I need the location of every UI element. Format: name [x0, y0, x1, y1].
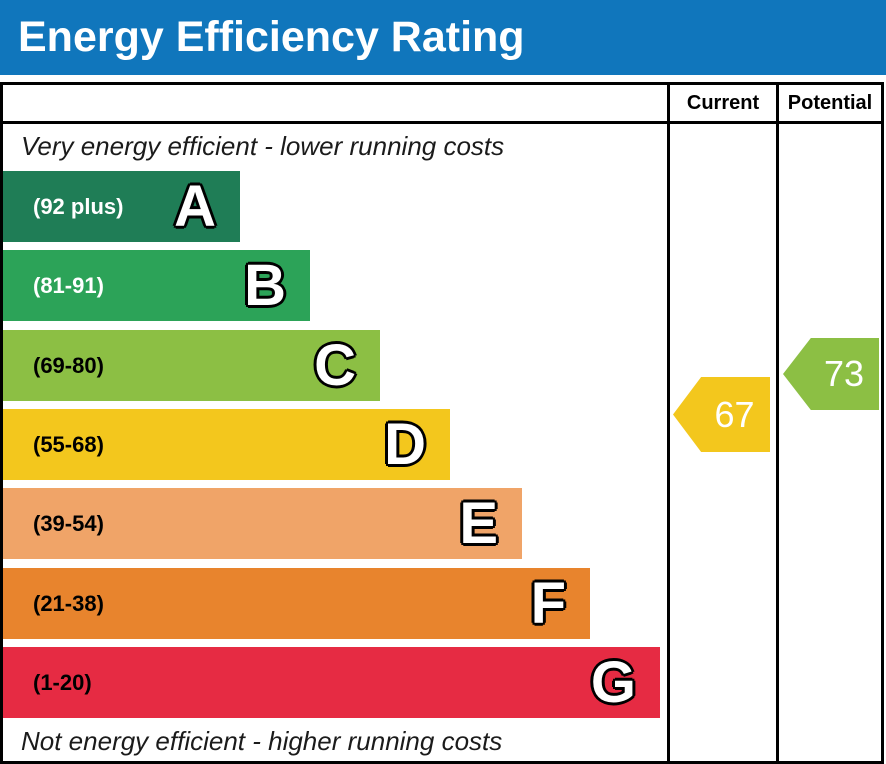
band-c-range: (69-80) — [33, 353, 104, 378]
rating-table: Current Potential Very energy efficient … — [0, 82, 884, 764]
band-b: (81-91) B — [3, 250, 310, 321]
band-f-letter: F — [530, 571, 566, 636]
band-e-letter: E — [459, 491, 498, 556]
column-header-current: Current — [686, 92, 760, 114]
band-f-range: (21-38) — [33, 591, 104, 616]
band-b-letter: B — [244, 253, 286, 318]
header-row-divider — [3, 121, 881, 124]
band-a-range: (92 plus) — [33, 194, 124, 219]
band-b-range: (81-91) — [33, 273, 104, 298]
band-a: (92 plus) A — [3, 171, 240, 242]
band-d: (55-68) D — [3, 409, 450, 480]
chart-title: Energy Efficiency Rating — [18, 13, 525, 61]
band-d-range: (55-68) — [33, 432, 104, 457]
current-rating-arrow: 67 — [673, 377, 770, 452]
potential-column-divider — [776, 85, 779, 761]
current-column-divider — [667, 85, 670, 761]
band-c-letter: C — [314, 333, 356, 398]
band-g-range: (1-20) — [33, 670, 92, 695]
bottom-note: Not energy efficient - higher running co… — [21, 726, 503, 756]
potential-rating-arrow: 73 — [783, 338, 879, 410]
band-g: (1-20) G — [3, 647, 660, 718]
chart-title-bar: Energy Efficiency Rating — [0, 0, 886, 75]
band-d-letter: D — [384, 412, 426, 477]
band-a-letter: A — [174, 174, 216, 239]
band-f: (21-38) F — [3, 568, 590, 639]
band-c: (69-80) C — [3, 330, 380, 401]
band-g-letter: G — [590, 650, 636, 715]
band-e-range: (39-54) — [33, 511, 104, 536]
top-note: Very energy efficient - lower running co… — [21, 131, 505, 161]
column-header-potential: Potential — [787, 92, 873, 114]
potential-rating-value: 73 — [823, 353, 865, 394]
current-rating-value: 67 — [714, 394, 755, 435]
band-e: (39-54) E — [3, 488, 522, 559]
